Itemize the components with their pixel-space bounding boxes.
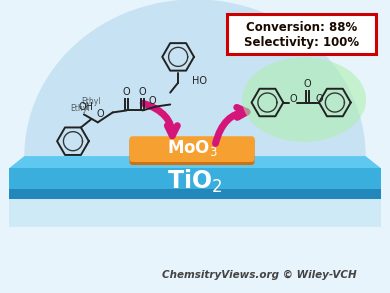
Text: O: O [289, 93, 297, 103]
Text: O: O [123, 86, 130, 97]
FancyBboxPatch shape [129, 137, 255, 165]
FancyBboxPatch shape [227, 14, 376, 54]
Polygon shape [9, 199, 381, 226]
Text: O: O [149, 96, 156, 106]
Text: O: O [138, 86, 146, 97]
Text: Ethyl: Ethyl [70, 104, 90, 113]
Polygon shape [9, 168, 381, 189]
Text: Ethyl: Ethyl [81, 98, 101, 106]
Text: Selectivity: 100%: Selectivity: 100% [244, 36, 359, 49]
Ellipse shape [242, 57, 366, 142]
Text: O: O [97, 109, 105, 119]
Text: O: O [303, 79, 311, 89]
FancyBboxPatch shape [129, 136, 255, 162]
Text: OH: OH [78, 102, 93, 112]
Text: TiO$_2$: TiO$_2$ [167, 168, 223, 195]
Text: HO: HO [192, 76, 207, 86]
Text: MoO$_3$: MoO$_3$ [167, 138, 217, 158]
Text: ChemsitryViews.org © Wiley-VCH: ChemsitryViews.org © Wiley-VCH [162, 270, 357, 280]
Text: O: O [315, 93, 323, 103]
Ellipse shape [24, 0, 366, 293]
Polygon shape [9, 189, 381, 199]
Polygon shape [9, 156, 381, 168]
Text: Conversion: 88%: Conversion: 88% [246, 21, 357, 34]
